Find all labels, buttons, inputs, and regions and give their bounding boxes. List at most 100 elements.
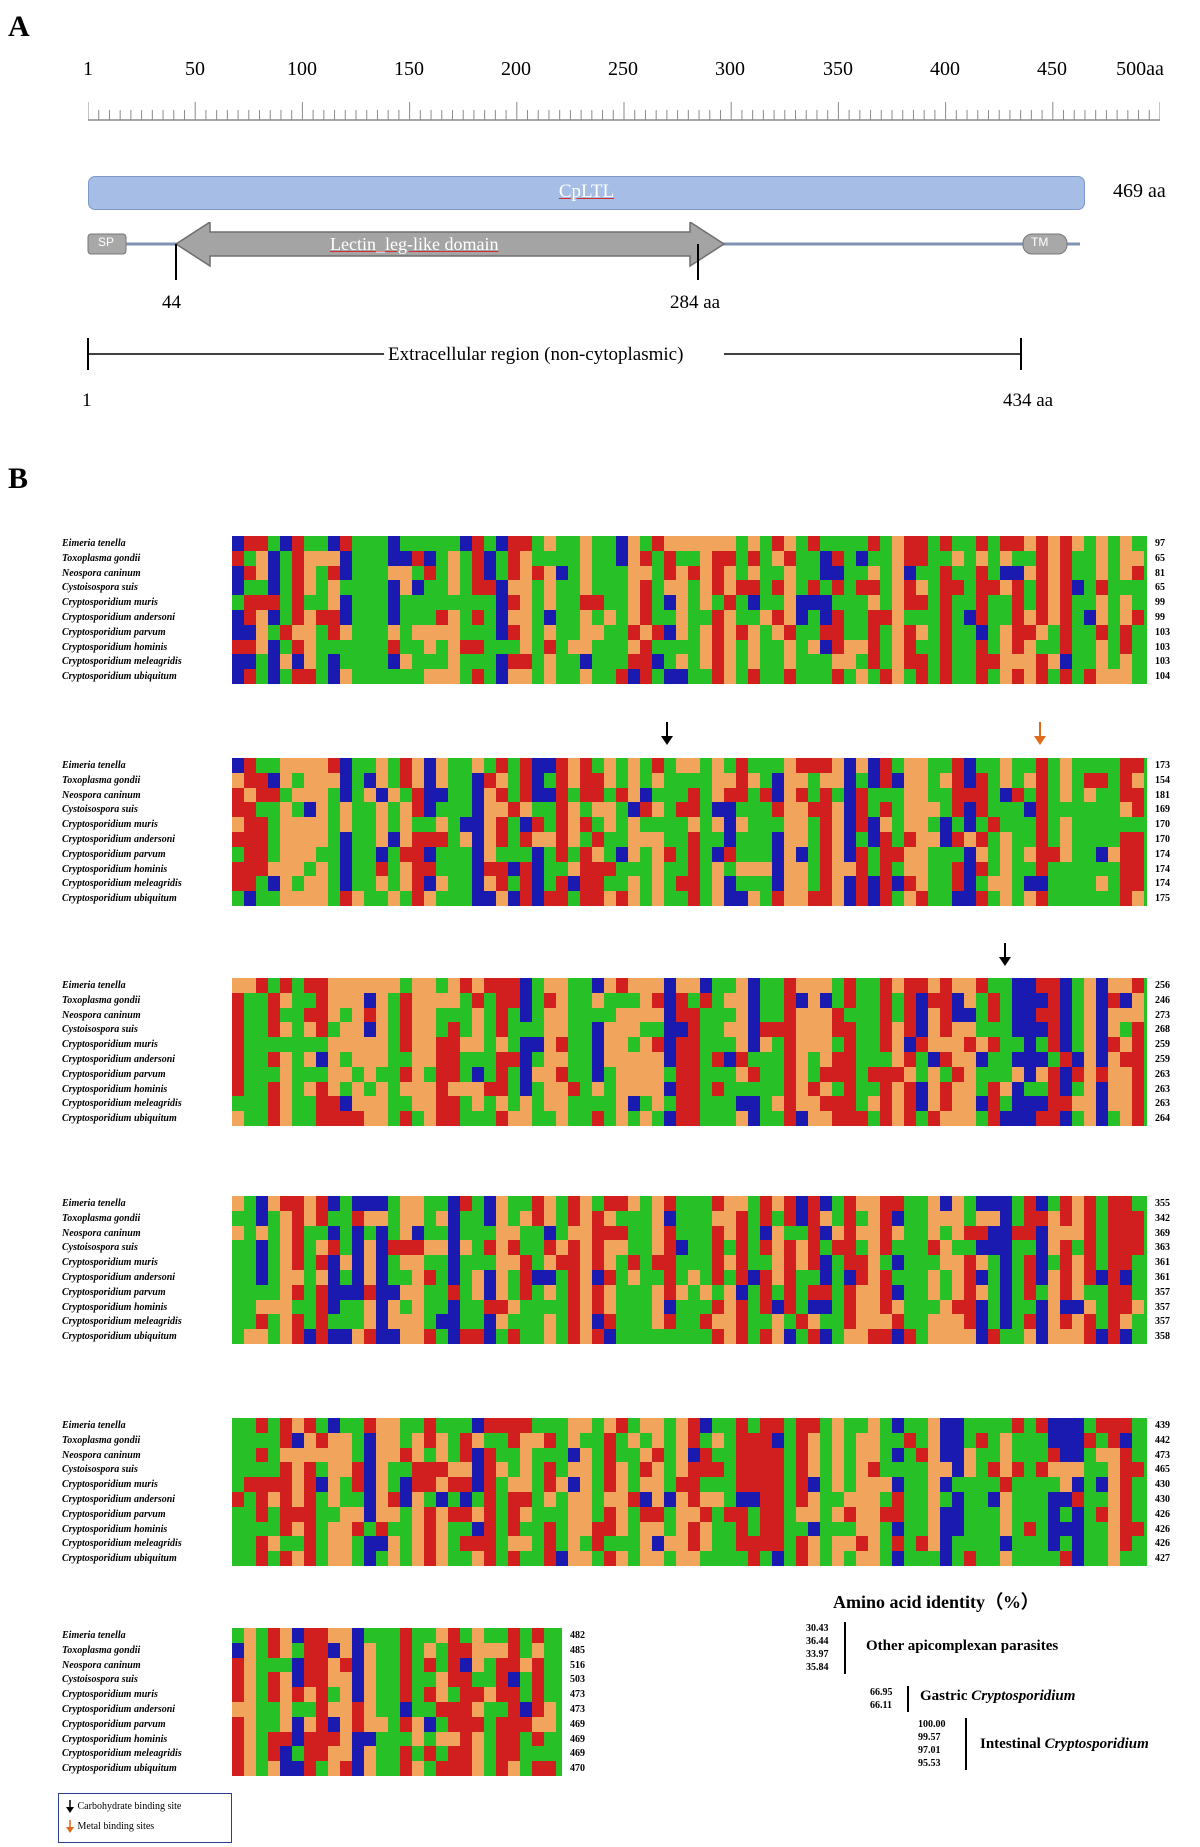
protein-bar: CpLTL xyxy=(88,176,1085,210)
domain-architecture xyxy=(87,222,1080,280)
species-label: Cryptosporidium parvum xyxy=(62,1286,166,1298)
residue-count: 473 xyxy=(1155,1449,1170,1461)
panel-b-letter: B xyxy=(8,462,29,495)
residue-count: 97 xyxy=(1155,538,1165,549)
species-label: Eimeria tenella xyxy=(62,1420,126,1431)
residue-count: 426 xyxy=(1155,1538,1170,1550)
identity-gastric-label: Gastric Cryptosporidium xyxy=(920,1688,1075,1705)
residue-count: 154 xyxy=(1155,774,1170,786)
species-label: Toxoplasma gondii xyxy=(62,1434,141,1446)
residue-count: 99 xyxy=(1155,597,1165,609)
species-label: Cryptosporidium hominis xyxy=(62,1733,168,1745)
residue-count: 263 xyxy=(1155,1098,1170,1110)
residue-count: 426 xyxy=(1155,1523,1170,1535)
residue-count: 263 xyxy=(1155,1068,1170,1080)
scale-tick-label: 100 xyxy=(287,58,317,80)
species-label: Cryptosporidium ubiquitum xyxy=(62,1763,177,1775)
species-label: Cryptosporidium meleagridis xyxy=(62,1748,182,1760)
protein-name: CpLTL xyxy=(558,181,615,202)
species-label: Cryptosporidium parvum xyxy=(62,848,166,860)
residue-count: 357 xyxy=(1155,1286,1170,1298)
species-label: Cryptosporidium muris xyxy=(62,1257,158,1269)
identity-value: 33.97 xyxy=(806,1649,829,1660)
residue-count: 442 xyxy=(1155,1434,1170,1446)
domain-label: Lectin_leg-like domain xyxy=(330,234,499,254)
identity-value: 66.11 xyxy=(870,1700,892,1711)
transmembrane-label: TM xyxy=(1031,235,1049,249)
identity-value: 35.84 xyxy=(806,1662,829,1673)
gastric-label-prefix: Gastric xyxy=(920,1688,972,1704)
legend-metal-label: Metal binding sites xyxy=(77,1820,155,1832)
identity-value: 99.57 xyxy=(918,1732,941,1743)
species-label: Cryptosporidium meleagridis xyxy=(62,1316,182,1328)
residue-count: 103 xyxy=(1155,656,1170,668)
species-label: Toxoplasma gondii xyxy=(62,1644,141,1656)
residue-count: 473 xyxy=(570,1689,585,1701)
residue-count: 369 xyxy=(1155,1227,1170,1239)
species-label: Cryptosporidium hominis xyxy=(62,641,168,653)
residue-count: 174 xyxy=(1155,848,1170,860)
residue-count: 273 xyxy=(1155,1009,1170,1021)
residue-count: 246 xyxy=(1155,994,1170,1006)
scale-tick-label: 250 xyxy=(608,58,638,80)
species-label: Cryptosporidium muris xyxy=(62,1479,158,1491)
residue-count: 169 xyxy=(1155,804,1170,816)
species-label: Neospora caninum xyxy=(62,1449,141,1461)
residue-count: 503 xyxy=(570,1674,585,1686)
residue-count: 103 xyxy=(1155,626,1170,638)
species-label: Cryptosporidium hominis xyxy=(62,1083,168,1095)
legend-carbohydrate: Carbohydrate binding site xyxy=(65,1800,181,1813)
species-label: Eimeria tenella xyxy=(62,538,126,549)
carbohydrate-site-arrow xyxy=(999,943,1011,966)
identity-bracket xyxy=(907,1686,909,1712)
species-label: Cryptosporidium ubiquitum xyxy=(62,893,177,905)
residue-count: 469 xyxy=(570,1718,585,1730)
species-label: Neospora caninum xyxy=(62,789,141,801)
panel-a-letter: A xyxy=(8,10,30,43)
identity-other-values: 30.43 36.44 33.97 35.84 xyxy=(806,1622,829,1674)
species-label: Cryptosporidium meleagridis xyxy=(62,1098,182,1110)
identity-bracket xyxy=(844,1622,846,1674)
protein-length: 469 aa xyxy=(1113,180,1166,202)
residue-count: 173 xyxy=(1155,760,1170,771)
scale-tick-label: 200 xyxy=(501,58,531,80)
residue-count: 259 xyxy=(1155,1054,1170,1065)
legend-carbohydrate-label: Carbohydrate binding site xyxy=(77,1800,182,1812)
residue-count: 103 xyxy=(1155,641,1170,653)
residue-count: 516 xyxy=(570,1659,585,1671)
species-label: Eimeria tenella xyxy=(62,760,126,771)
metal-site-arrow xyxy=(1034,722,1046,745)
scale-tick-label: 50 xyxy=(185,58,205,80)
residue-count: 65 xyxy=(1155,582,1165,594)
residue-count: 256 xyxy=(1155,980,1170,991)
species-label: Cryptosporidium andersoni xyxy=(62,612,176,623)
alignment-block xyxy=(232,1418,1147,1566)
species-label: Cystoisospora suis xyxy=(62,1674,138,1686)
species-label: Cryptosporidium ubiquitum xyxy=(62,1331,177,1343)
species-label: Cryptosporidium hominis xyxy=(62,1523,168,1535)
domain-end-label: 284 aa xyxy=(670,292,721,313)
legend-box: Carbohydrate binding site Metal binding … xyxy=(58,1793,232,1843)
residue-count: 357 xyxy=(1155,1316,1170,1328)
residue-count: 99 xyxy=(1155,612,1165,623)
residue-count: 175 xyxy=(1155,893,1170,905)
residue-count: 482 xyxy=(570,1630,585,1641)
species-label: Cryptosporidium parvum xyxy=(62,1068,166,1080)
identity-value: 100.00 xyxy=(918,1719,946,1730)
residue-count: 259 xyxy=(1155,1039,1170,1051)
residue-count: 361 xyxy=(1155,1272,1170,1283)
scale-tick-label: 150 xyxy=(394,58,424,80)
scale-tick-label: 400 xyxy=(930,58,960,80)
species-label: Toxoplasma gondii xyxy=(62,994,141,1006)
carbohydrate-site-arrow xyxy=(661,722,673,745)
legend-metal: Metal binding sites xyxy=(65,1820,154,1833)
species-label: Eimeria tenella xyxy=(62,1630,126,1641)
gastric-label-genus: Cryptosporidium xyxy=(971,1688,1076,1704)
extracellular-start-label: 1 xyxy=(82,390,92,411)
intestinal-label-genus: Cryptosporidium xyxy=(1044,1736,1149,1752)
identity-value: 97.01 xyxy=(918,1745,941,1756)
residue-count: 355 xyxy=(1155,1198,1170,1209)
residue-count: 473 xyxy=(570,1704,585,1715)
species-label: Cryptosporidium meleagridis xyxy=(62,878,182,890)
identity-title: Amino acid identity（%） xyxy=(833,1592,1040,1612)
